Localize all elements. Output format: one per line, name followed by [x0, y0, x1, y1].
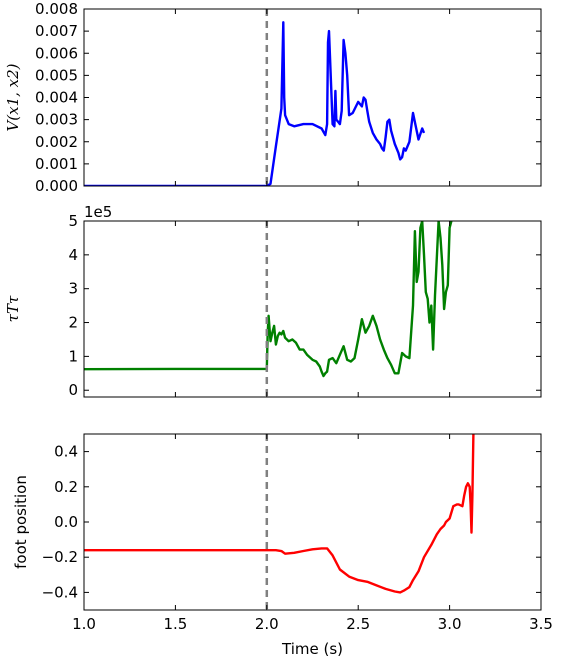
- foot-position-panel: −0.4 −0.2 0.0 0.2 0.4 1.0 1.5 2.0 2.5 3.0 3.5 foot …: [12, 433, 553, 658]
- y-tick-label: 2: [68, 314, 78, 332]
- y-tick-label: 0.006: [35, 44, 78, 62]
- x-tick-label: 2.5: [346, 615, 370, 633]
- y-axis-label: τTτ: [4, 295, 22, 322]
- y-tick-label: 1: [68, 347, 78, 365]
- y-tick-label: 0.004: [35, 89, 78, 107]
- y-tick-label: −0.2: [42, 548, 78, 566]
- y-tick-label: 0.4: [54, 443, 78, 461]
- axis-scale-label: 1e5: [84, 203, 112, 221]
- x-tick-label: 2.0: [255, 615, 279, 633]
- axes-frame: [83, 8, 542, 187]
- x-axis-label: Time (s): [281, 640, 343, 658]
- y-axis-label: V(x1, x2): [4, 63, 22, 131]
- y-tick-label: 0.007: [35, 22, 78, 40]
- y-tick-label: 0.003: [35, 111, 78, 129]
- y-axis-label: foot position: [12, 475, 30, 569]
- x-tick-label: 3.0: [438, 615, 462, 633]
- x-tick-label: 1.5: [163, 615, 187, 633]
- series-line-0: [84, 434, 475, 594]
- y-tick-label: −0.4: [42, 583, 78, 601]
- x-tick-label: 1.0: [72, 615, 96, 633]
- y-tick-label: 0.0: [54, 513, 78, 531]
- y-tick-label: 3: [68, 280, 78, 298]
- series-line-0: [84, 21, 426, 186]
- y-tick-label: 0.000: [35, 177, 78, 195]
- torque-panel: 0 1 2 3 4 5 1e5 τTτ: [4, 203, 542, 399]
- y-tick-label: 0.001: [35, 155, 78, 173]
- y-tick-label: 4: [68, 246, 78, 264]
- y-tick-label: 0: [68, 381, 78, 399]
- x-tick-label: 3.5: [529, 615, 553, 633]
- series-line-0: [84, 221, 453, 378]
- y-tick-label: 0.002: [35, 133, 78, 151]
- y-tick-label: 0.008: [35, 0, 78, 18]
- axes-frame: [83, 220, 542, 398]
- y-tick-label: 0.2: [54, 478, 78, 496]
- y-tick-label: 5: [68, 212, 78, 230]
- y-tick-label: 0.005: [35, 66, 78, 84]
- value-function-panel: 0.000 0.001 0.002 0.003 0.004 0.005 0.006 0.007…: [4, 0, 542, 195]
